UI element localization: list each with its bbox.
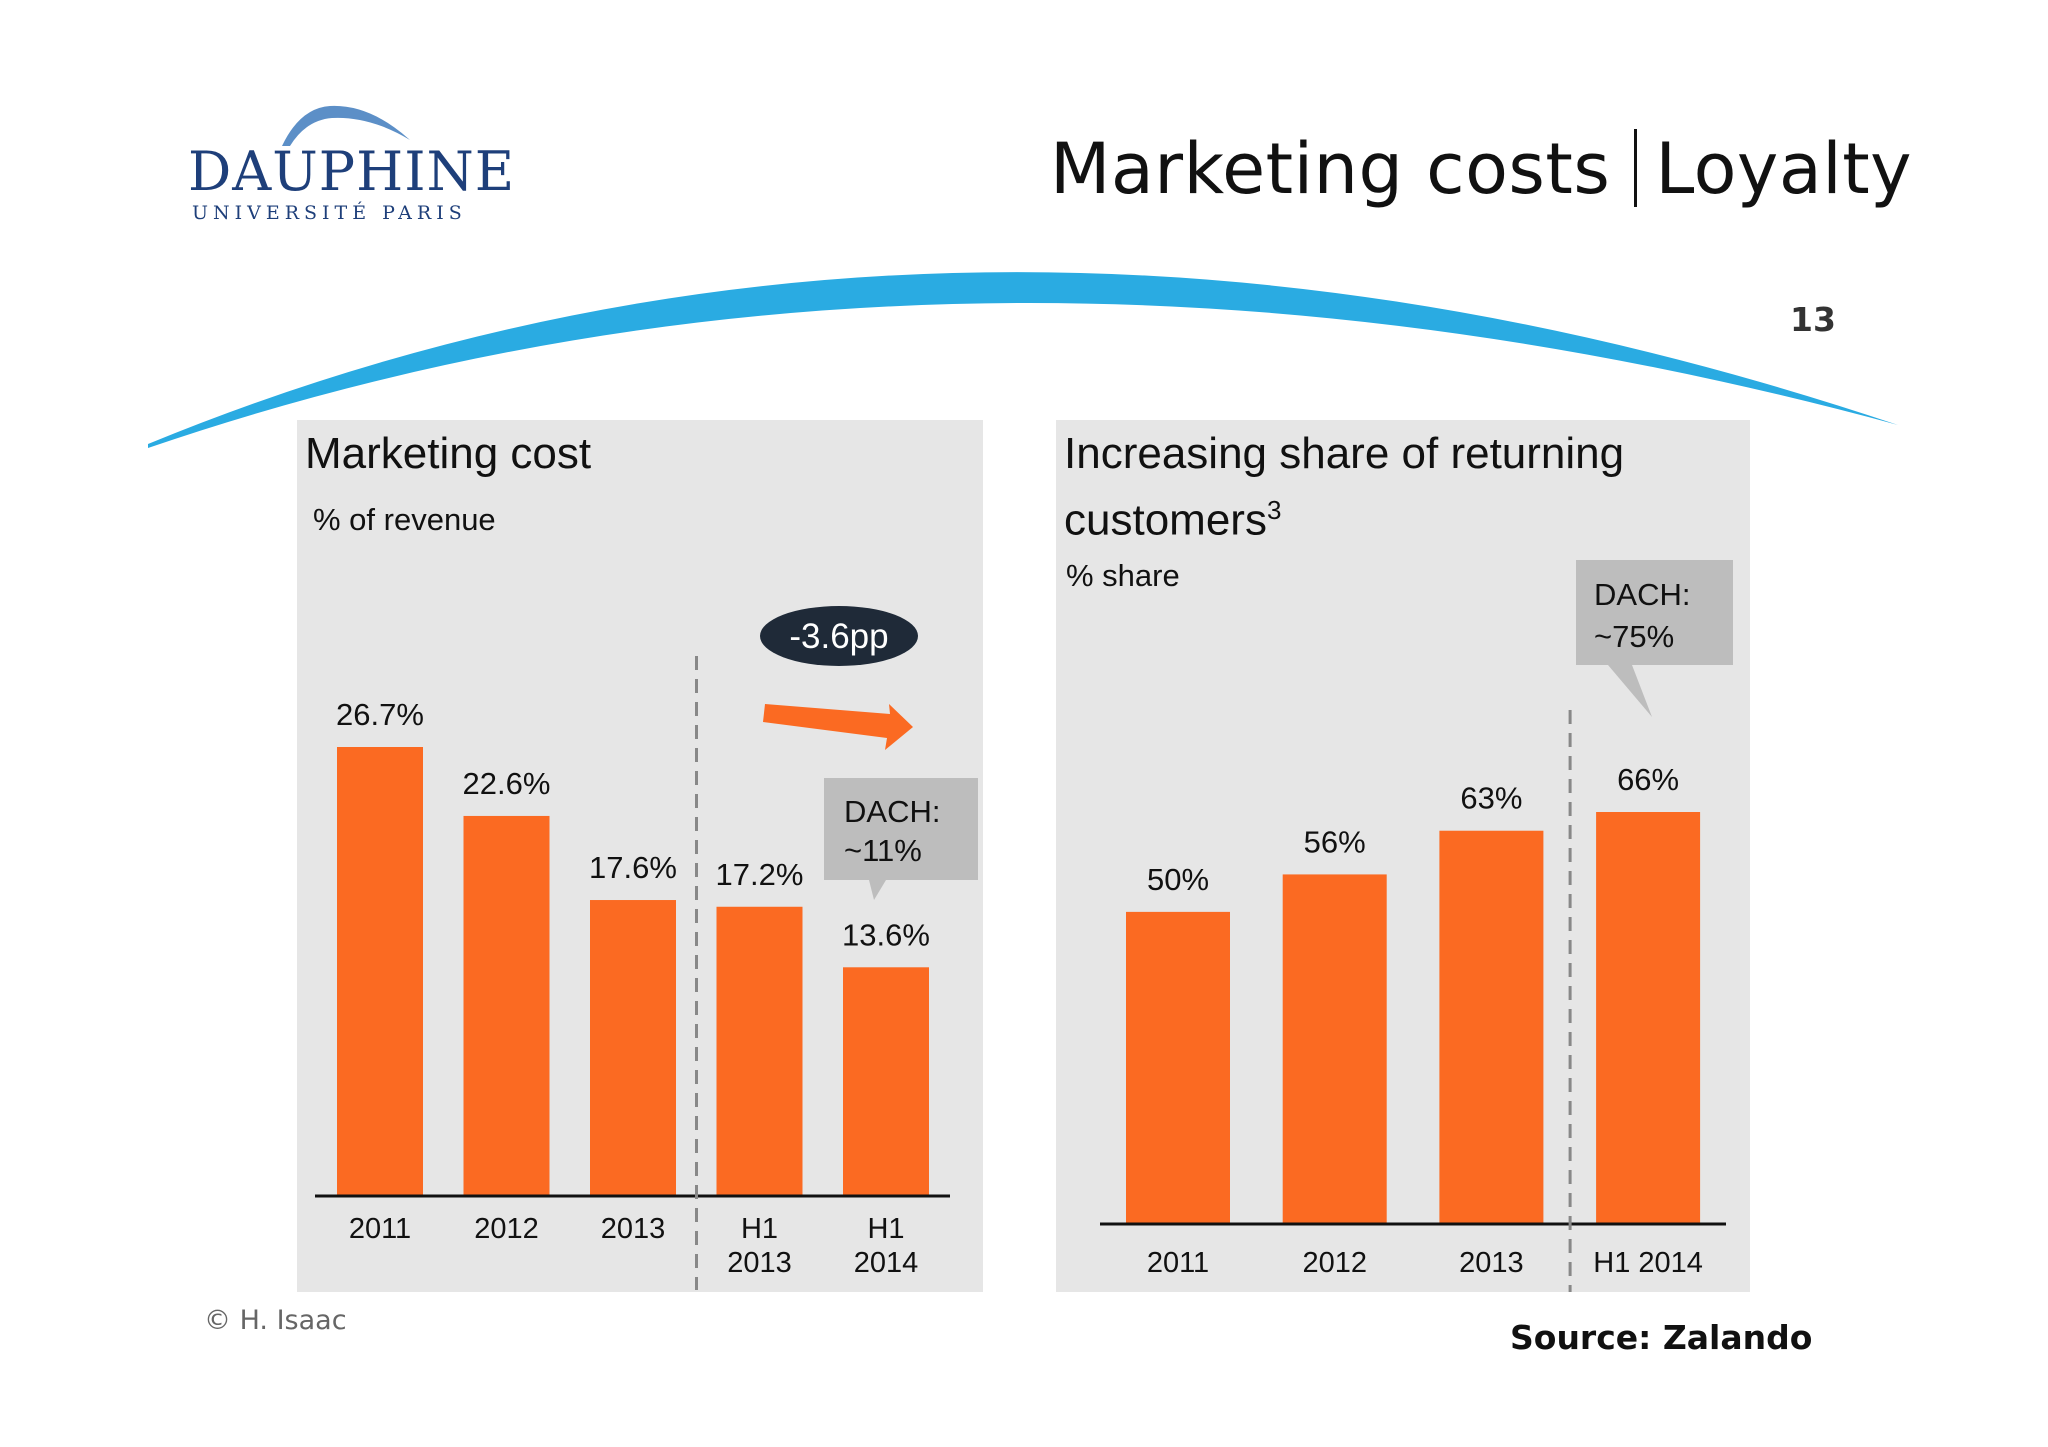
bar: [590, 900, 676, 1196]
returning-customers-chart: 50% 2011 56% 2012 63% 2013 66% H1 2014 DACH: ~75%: [1100, 560, 1733, 1292]
logo-swoosh-icon: [282, 105, 410, 146]
footnote-marker: 3: [1266, 495, 1282, 525]
change-badge-label: -3.6pp: [789, 617, 888, 656]
bar: [1596, 812, 1701, 1224]
logo-subtitle: UNIVERSITÉ PARIS: [192, 202, 467, 224]
slide-title-right: Loyalty: [1655, 128, 1913, 210]
chart-title: Increasing share of returning customers3: [1064, 426, 1750, 549]
data-label: 66%: [1617, 762, 1679, 797]
dach-callout-label: DACH:: [1594, 577, 1690, 612]
chart-subtitle: % of revenue: [313, 502, 496, 537]
data-label: 63%: [1460, 781, 1522, 816]
x-tick-label: 2012: [474, 1213, 539, 1245]
x-tick-label: 2014: [854, 1247, 919, 1279]
x-tick-label: 2011: [1147, 1247, 1209, 1279]
trend-arrow-icon: [763, 704, 913, 750]
copyright: © H. Isaac: [204, 1305, 347, 1336]
data-label: 17.2%: [716, 857, 804, 892]
x-tick-label: 2011: [349, 1213, 411, 1245]
x-tick-label: 2013: [1459, 1247, 1524, 1279]
data-label: 22.6%: [463, 766, 551, 801]
dach-callout-label: DACH:: [844, 794, 940, 829]
marketing-cost-panel: Marketing cost % of revenue 26.7% 2011 22.…: [297, 420, 983, 1292]
data-label: 26.7%: [336, 697, 424, 732]
x-tick-label: H1: [867, 1213, 904, 1245]
dach-callout-box: [824, 778, 978, 900]
slide-title-left: Marketing costs: [1050, 128, 1611, 210]
source-note: Source: Zalando: [1510, 1318, 1813, 1357]
marketing-cost-chart: 26.7%201122.6%201217.6%201317.2%H1201313…: [315, 606, 978, 1290]
dach-callout-label: ~75%: [1594, 619, 1674, 654]
x-tick-label: H1: [741, 1213, 778, 1245]
page-number: 13: [1790, 300, 1836, 339]
dauphine-logo: DAUPHINE UNIVERSITÉ PARIS: [180, 100, 514, 224]
logo-name: DAUPHINE: [188, 140, 516, 203]
bar: [1126, 911, 1230, 1224]
chart-subtitle: % share: [1066, 558, 1180, 593]
chart-title: Marketing cost: [305, 429, 592, 478]
bar: [716, 906, 803, 1196]
returning-customers-panel: Increasing share of returning customers3…: [1056, 420, 1750, 1292]
bar: [463, 815, 550, 1196]
data-label: 17.6%: [589, 850, 677, 885]
data-label: 56%: [1304, 824, 1366, 859]
x-tick-label: 2012: [1302, 1247, 1367, 1279]
data-label: 13.6%: [842, 917, 930, 952]
slide-title: Marketing costs Loyalty: [1050, 128, 1912, 210]
bar: [1439, 830, 1544, 1224]
x-tick-label: H1 2014: [1593, 1247, 1703, 1279]
dach-callout-label: ~11%: [844, 833, 922, 868]
bar: [337, 747, 423, 1196]
title-separator: [1634, 129, 1638, 207]
bar: [1282, 874, 1387, 1224]
x-tick-label: 2013: [727, 1247, 792, 1279]
dach-callout-box: [1576, 560, 1733, 717]
data-label: 50%: [1147, 862, 1209, 897]
change-badge: [760, 606, 918, 666]
chart-title-text: Increasing share of returning customers: [1064, 429, 1625, 545]
x-tick-label: 2013: [601, 1213, 666, 1245]
decorative-arc: [148, 272, 1898, 448]
bar: [843, 967, 929, 1196]
